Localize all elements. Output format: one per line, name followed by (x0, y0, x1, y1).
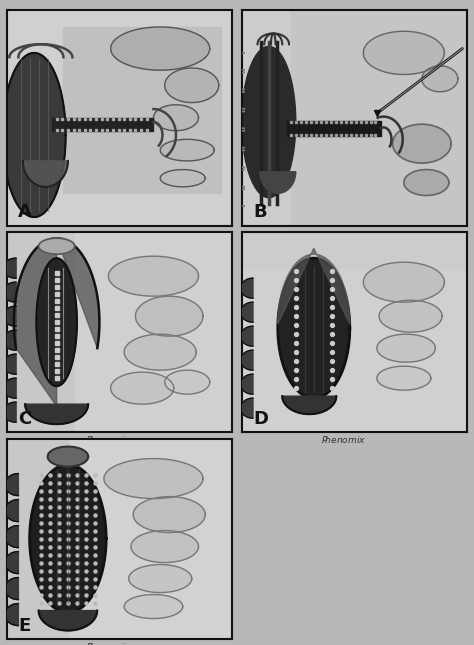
Polygon shape (5, 577, 18, 600)
Polygon shape (3, 258, 16, 278)
Polygon shape (5, 500, 18, 522)
Polygon shape (133, 497, 205, 533)
Polygon shape (74, 232, 232, 432)
Polygon shape (364, 32, 444, 74)
Polygon shape (3, 53, 65, 217)
Polygon shape (3, 306, 16, 326)
Polygon shape (3, 330, 16, 350)
Polygon shape (23, 161, 68, 187)
Polygon shape (364, 263, 444, 302)
Polygon shape (278, 258, 350, 398)
Polygon shape (241, 326, 253, 346)
Polygon shape (241, 350, 253, 370)
Polygon shape (379, 300, 442, 332)
Polygon shape (282, 396, 336, 414)
Polygon shape (165, 370, 210, 394)
Text: D: D (253, 410, 268, 428)
Polygon shape (36, 258, 77, 386)
Polygon shape (165, 68, 219, 103)
Polygon shape (241, 374, 253, 394)
Polygon shape (129, 564, 191, 593)
Polygon shape (136, 296, 203, 336)
Text: $\mathit{P\!henomix}$: $\mathit{P\!henomix}$ (86, 434, 131, 445)
Polygon shape (109, 256, 199, 296)
Text: $\mathit{Phenom}$\v{i}x: $\mathit{Phenom}$\v{i}x (92, 229, 159, 241)
Text: $\mathit{P\!henomix}$: $\mathit{P\!henomix}$ (86, 640, 131, 645)
Polygon shape (70, 439, 232, 639)
Polygon shape (242, 232, 467, 268)
Polygon shape (377, 366, 431, 390)
Polygon shape (3, 354, 16, 374)
Polygon shape (154, 104, 199, 131)
Polygon shape (404, 170, 449, 195)
Polygon shape (241, 398, 253, 418)
Polygon shape (242, 46, 296, 197)
Polygon shape (241, 278, 253, 298)
Polygon shape (111, 27, 210, 70)
Polygon shape (3, 402, 16, 422)
Polygon shape (422, 66, 458, 92)
Polygon shape (3, 378, 16, 398)
Polygon shape (38, 611, 97, 631)
Polygon shape (260, 172, 296, 194)
Polygon shape (14, 238, 100, 406)
Polygon shape (124, 595, 182, 619)
Polygon shape (377, 334, 435, 362)
Polygon shape (131, 531, 199, 562)
Text: $\mathit{P\!henomix}$: $\mathit{P\!henomix}$ (320, 434, 365, 445)
Polygon shape (278, 248, 350, 324)
Polygon shape (5, 551, 18, 573)
Text: B: B (253, 203, 266, 221)
Polygon shape (5, 604, 18, 626)
Polygon shape (5, 473, 18, 495)
Polygon shape (39, 238, 74, 254)
Polygon shape (160, 170, 205, 187)
Polygon shape (104, 459, 203, 499)
Text: $\mathit{Phenom}$x: $\mathit{Phenom}$x (327, 228, 371, 240)
Polygon shape (124, 334, 196, 370)
Polygon shape (48, 446, 88, 466)
Polygon shape (25, 404, 88, 424)
Text: E: E (18, 617, 31, 635)
Polygon shape (3, 283, 16, 302)
Polygon shape (111, 372, 173, 404)
Polygon shape (392, 124, 451, 163)
Polygon shape (291, 10, 467, 226)
Polygon shape (160, 139, 214, 161)
Polygon shape (30, 464, 106, 613)
Text: A: A (18, 203, 32, 221)
Polygon shape (241, 302, 253, 322)
Polygon shape (64, 27, 221, 194)
Text: C: C (18, 410, 32, 428)
Polygon shape (5, 526, 18, 548)
